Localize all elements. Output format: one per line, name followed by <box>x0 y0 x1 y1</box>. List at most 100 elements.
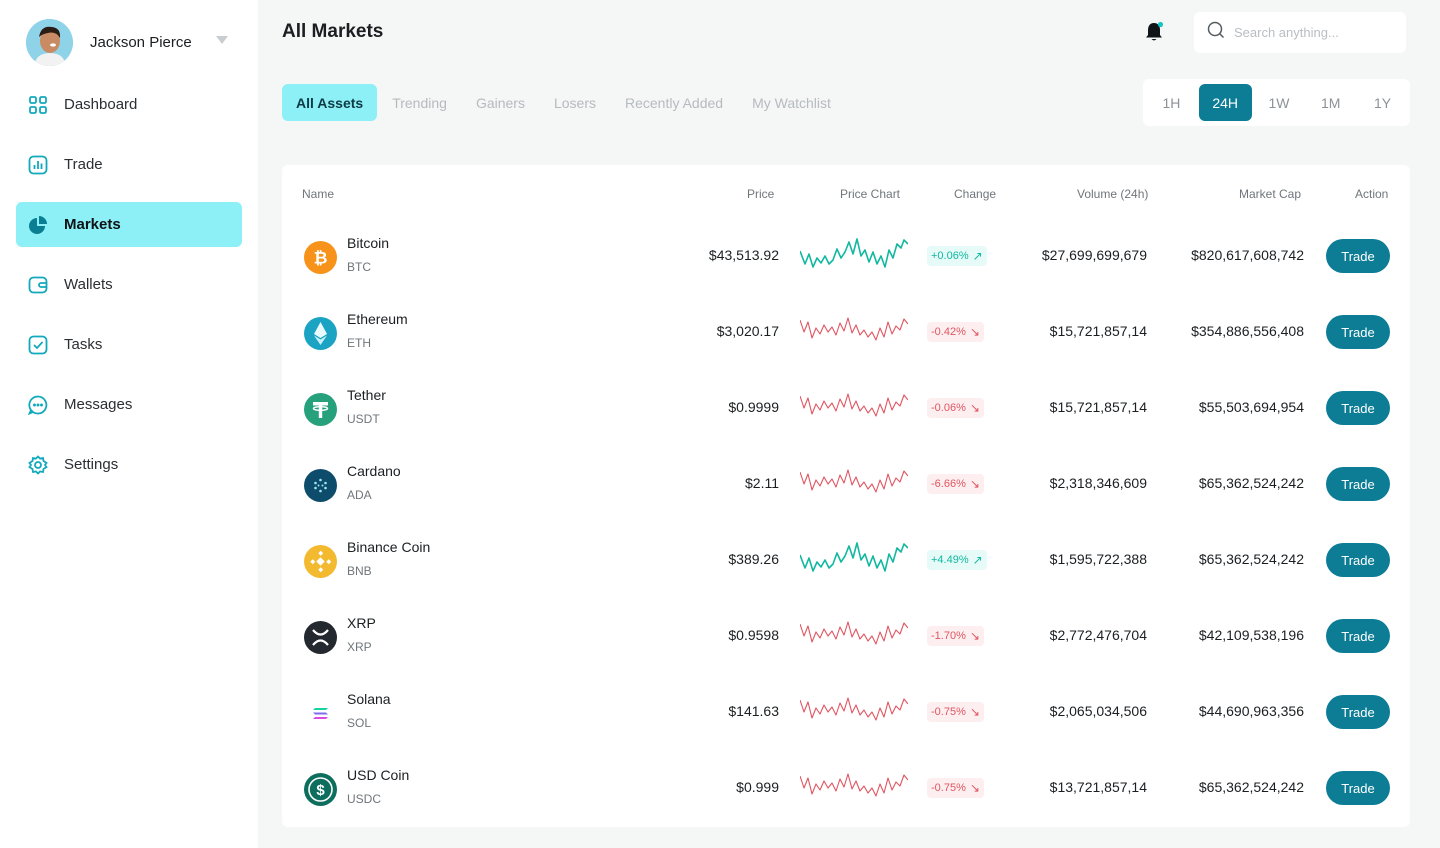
usd-coin-icon: $ <box>304 773 337 806</box>
header-change: Change <box>954 187 997 201</box>
change-badge: -0.42% ↘ <box>927 322 984 342</box>
change-badge: -0.06% ↘ <box>927 398 984 418</box>
table-row[interactable]: Tether USDT $0.9999 -0.06% ↘ $15,721,857,14 $5… <box>282 371 1410 447</box>
change-value: +4.49% <box>931 554 969 566</box>
trade-button[interactable]: Trade <box>1326 771 1390 805</box>
tab-recently-added[interactable]: Recently Added <box>625 94 724 111</box>
avatar <box>26 18 73 66</box>
solana-icon <box>304 697 337 730</box>
sidebar-item-dashboard[interactable]: Dashboard <box>16 82 242 127</box>
coin-market-cap: $65,362,524,242 <box>1198 475 1304 491</box>
chart-bars-icon <box>28 155 48 175</box>
coin-symbol: BNB <box>347 564 372 578</box>
tab-trending[interactable]: Trending <box>392 94 447 111</box>
grid-icon <box>28 95 48 115</box>
sidebar-item-label: Markets <box>64 216 121 233</box>
coin-market-cap: $820,617,608,742 <box>1191 247 1304 263</box>
arrow-down-right-icon: ↘ <box>969 401 980 415</box>
coin-market-cap: $55,503,694,954 <box>1198 399 1304 415</box>
coin-symbol: SOL <box>347 716 372 730</box>
arrow-up-right-icon: ↗ <box>972 249 983 263</box>
coin-market-cap: $65,362,524,242 <box>1198 551 1304 567</box>
timeframe-1w[interactable]: 1W <box>1268 94 1290 111</box>
sidebar-item-markets[interactable]: Markets <box>16 202 242 247</box>
checkbox-icon <box>28 335 48 355</box>
coin-volume: $2,318,346,609 <box>1049 475 1147 491</box>
coin-price: $141.63 <box>728 703 779 719</box>
timeframe-1m[interactable]: 1M <box>1321 94 1341 111</box>
trade-button[interactable]: Trade <box>1326 239 1390 273</box>
tab-losers[interactable]: Losers <box>553 94 596 111</box>
price-sparkline <box>800 317 908 341</box>
tether-icon <box>304 393 337 426</box>
change-badge: -0.75% ↘ <box>927 702 984 722</box>
change-badge: -6.66% ↘ <box>927 474 984 494</box>
wallet-icon <box>28 275 48 295</box>
tab-gainers[interactable]: Gainers <box>475 94 525 111</box>
coin-symbol: ADA <box>347 488 372 502</box>
table-row[interactable]: Solana SOL $141.63 -0.75% ↘ $2,065,034,506 $44… <box>282 675 1410 751</box>
search-input[interactable] <box>1234 25 1394 40</box>
change-badge: +0.06% ↗ <box>927 246 987 266</box>
trade-button[interactable]: Trade <box>1326 543 1390 577</box>
coin-market-cap: $65,362,524,242 <box>1198 779 1304 795</box>
coin-name: Tether <box>347 387 386 403</box>
sidebar-item-messages[interactable]: Messages <box>16 382 242 427</box>
coin-name: Solana <box>347 691 391 707</box>
gear-icon <box>28 454 48 475</box>
price-sparkline <box>800 469 908 493</box>
trade-button[interactable]: Trade <box>1326 391 1390 425</box>
coin-symbol: USDC <box>347 792 382 806</box>
table-row[interactable]: Binance Coin BNB $389.26 +4.49% ↗ $1,595,722,… <box>282 523 1410 599</box>
price-sparkline <box>800 393 908 417</box>
bell-icon[interactable] <box>1142 20 1166 44</box>
coin-price: $0.9598 <box>728 627 779 643</box>
coin-volume: $15,721,857,14 <box>1049 399 1147 415</box>
coin-name: XRP <box>347 615 376 631</box>
timeframe-24h[interactable]: 24H <box>1198 84 1252 121</box>
chevron-down-icon[interactable] <box>216 36 228 44</box>
table-row[interactable]: Ethereum ETH $3,020.17 -0.42% ↘ $15,721,857,1… <box>282 295 1410 371</box>
timeframe-1y[interactable]: 1Y <box>1374 94 1392 111</box>
trade-button[interactable]: Trade <box>1326 467 1390 501</box>
sidebar-item-wallets[interactable]: Wallets <box>16 262 242 307</box>
table-row[interactable]: $ USD Coin USDC $0.999 -0.75% ↘ $13,721,857,14… <box>282 751 1410 827</box>
tab-my-watchlist[interactable]: My Watchlist <box>752 94 831 111</box>
price-sparkline <box>800 542 908 572</box>
coin-symbol: USDT <box>347 412 380 426</box>
sidebar-item-label: Dashboard <box>64 96 138 113</box>
change-value: -1.70% <box>931 630 966 642</box>
table-row[interactable]: Cardano ADA $2.11 -6.66% ↘ $2,318,346,609 $65,… <box>282 447 1410 523</box>
coin-volume: $13,721,857,14 <box>1049 779 1147 795</box>
arrow-down-right-icon: ↘ <box>969 325 980 339</box>
coin-market-cap: $44,690,963,356 <box>1198 703 1304 719</box>
sidebar-nav: Dashboard Trade Markets <box>16 82 242 502</box>
timeframe-selector: 1H 24H 1W 1M 1Y <box>1143 79 1410 126</box>
coin-price: $389.26 <box>728 551 779 567</box>
price-sparkline <box>800 697 908 721</box>
coin-name: Ethereum <box>347 311 408 327</box>
sidebar-item-trade[interactable]: Trade <box>16 142 242 187</box>
coin-name: Binance Coin <box>347 539 431 555</box>
search-bar[interactable] <box>1194 12 1406 53</box>
header-market-cap: Market Cap <box>1239 187 1302 201</box>
trade-button[interactable]: Trade <box>1326 315 1390 349</box>
profile-name: Jackson Pierce <box>90 33 192 51</box>
sidebar-item-settings[interactable]: Settings <box>16 442 242 487</box>
trade-button[interactable]: Trade <box>1326 695 1390 729</box>
change-badge: -1.70% ↘ <box>927 626 984 646</box>
svg-text:₿: ₿ <box>314 249 328 268</box>
coin-volume: $1,595,722,388 <box>1049 551 1147 567</box>
coin-symbol: BTC <box>347 260 371 274</box>
table-row[interactable]: ₿ Bitcoin BTC $43,513.92 +0.06% ↗ $27,699,699,… <box>282 219 1410 295</box>
tab-all-assets[interactable]: All Assets <box>282 84 378 121</box>
table-row[interactable]: XRP XRP $0.9598 -1.70% ↘ $2,772,476,704 $42,10… <box>282 599 1410 675</box>
sidebar-item-label: Settings <box>64 456 119 473</box>
profile-menu[interactable]: Jackson Pierce <box>26 18 236 66</box>
trade-button[interactable]: Trade <box>1326 619 1390 653</box>
xrp-icon <box>304 621 337 654</box>
timeframe-1h[interactable]: 1H <box>1162 94 1181 111</box>
sidebar-item-tasks[interactable]: Tasks <box>16 322 242 367</box>
change-value: -6.66% <box>931 478 966 490</box>
coin-symbol: ETH <box>347 336 371 350</box>
